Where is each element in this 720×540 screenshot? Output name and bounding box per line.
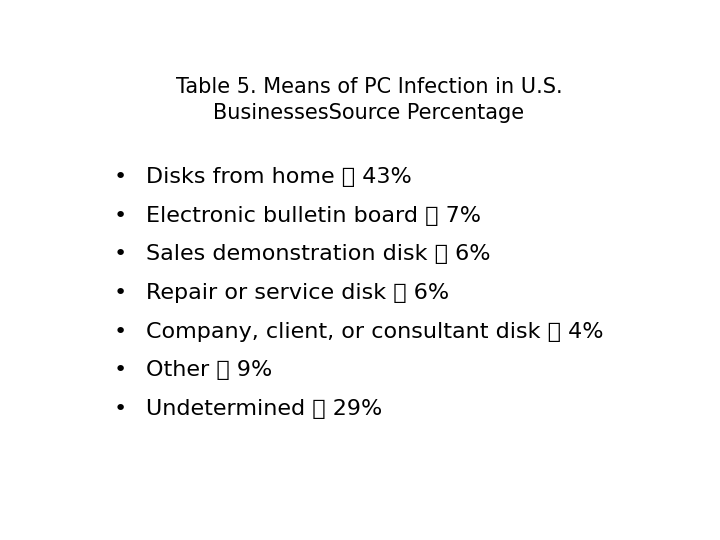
- Text: •: •: [114, 360, 127, 380]
- Text: Electronic bulletin board ꝿ 7%: Electronic bulletin board ꝿ 7%: [145, 206, 481, 226]
- Text: Company, client, or consultant disk ꝿ 4%: Company, client, or consultant disk ꝿ 4%: [145, 322, 603, 342]
- Text: •: •: [114, 167, 127, 187]
- Text: •: •: [114, 245, 127, 265]
- Text: •: •: [114, 283, 127, 303]
- Text: •: •: [114, 322, 127, 342]
- Text: Sales demonstration disk ꝿ 6%: Sales demonstration disk ꝿ 6%: [145, 245, 490, 265]
- Text: Undetermined ꝿ 29%: Undetermined ꝿ 29%: [145, 399, 382, 419]
- Text: Disks from home ꝿ 43%: Disks from home ꝿ 43%: [145, 167, 412, 187]
- Text: Table 5. Means of PC Infection in U.S.
BusinessesSource Percentage: Table 5. Means of PC Infection in U.S. B…: [176, 77, 562, 123]
- Text: •: •: [114, 206, 127, 226]
- Text: Repair or service disk ꝿ 6%: Repair or service disk ꝿ 6%: [145, 283, 449, 303]
- Text: •: •: [114, 399, 127, 419]
- Text: Other ꝿ 9%: Other ꝿ 9%: [145, 360, 272, 380]
